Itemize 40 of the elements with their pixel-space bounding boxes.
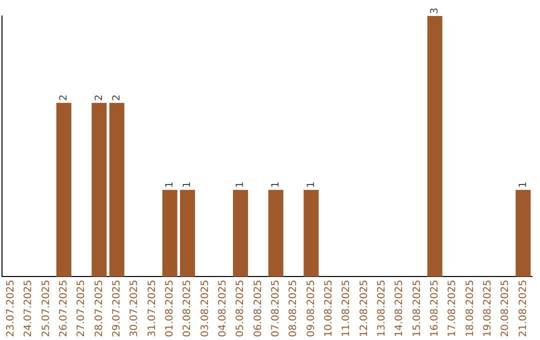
x-tick-label: 12.08.2025 — [358, 280, 370, 338]
x-tick-label: 13.08.2025 — [376, 280, 388, 338]
x-tick-label: 07.08.2025 — [270, 280, 282, 338]
data-label: 2 — [111, 94, 122, 101]
x-tick-label: 01.08.2025 — [164, 280, 176, 338]
data-label: 3 — [429, 8, 440, 14]
x-tick-label: 11.08.2025 — [341, 280, 352, 338]
data-label: 1 — [518, 181, 529, 188]
x-tick-label: 18.08.2025 — [464, 280, 476, 338]
data-label: 1 — [164, 181, 176, 188]
x-tick-label: 27.07.2025 — [76, 280, 88, 338]
x-tick-label: 16.08.2025 — [429, 280, 440, 338]
data-label: 2 — [94, 94, 105, 101]
x-tick-label: 03.08.2025 — [200, 280, 211, 338]
x-tick-label: 08.08.2025 — [288, 280, 300, 338]
x-tick-label: 09.08.2025 — [306, 280, 317, 338]
x-tick-label: 19.08.2025 — [482, 280, 494, 338]
x-tick-label: 30.07.2025 — [129, 280, 140, 338]
x-tick-label: 17.08.2025 — [447, 280, 458, 338]
data-label: 1 — [270, 181, 282, 188]
x-tick-label: 26.07.2025 — [58, 280, 70, 338]
data-label: 2 — [58, 94, 70, 101]
x-tick-label: 04.08.2025 — [217, 280, 228, 338]
x-tick-label: 25.07.2025 — [40, 280, 52, 338]
x-tick-label: 20.08.2025 — [500, 280, 512, 338]
data-label: 1 — [306, 181, 317, 188]
x-tick-label: 31.07.2025 — [146, 280, 158, 338]
x-tick-label: 10.08.2025 — [323, 280, 334, 338]
x-tick-label: 06.08.2025 — [252, 280, 264, 338]
data-label: 1 — [182, 181, 194, 188]
x-tick-label: 05.08.2025 — [235, 280, 246, 338]
x-tick-label: 28.07.2025 — [94, 280, 105, 338]
x-tick-label: 24.07.2025 — [23, 280, 34, 338]
x-tick-label: 23.07.2025 — [5, 280, 16, 338]
x-tick-label: 21.08.2025 — [518, 280, 529, 338]
x-tick-label: 15.08.2025 — [412, 280, 423, 338]
data-label: 1 — [235, 181, 246, 188]
x-tick-label: 14.08.2025 — [394, 280, 406, 338]
x-tick-label: 02.08.2025 — [182, 280, 194, 338]
x-tick-label: 29.07.2025 — [111, 280, 122, 338]
